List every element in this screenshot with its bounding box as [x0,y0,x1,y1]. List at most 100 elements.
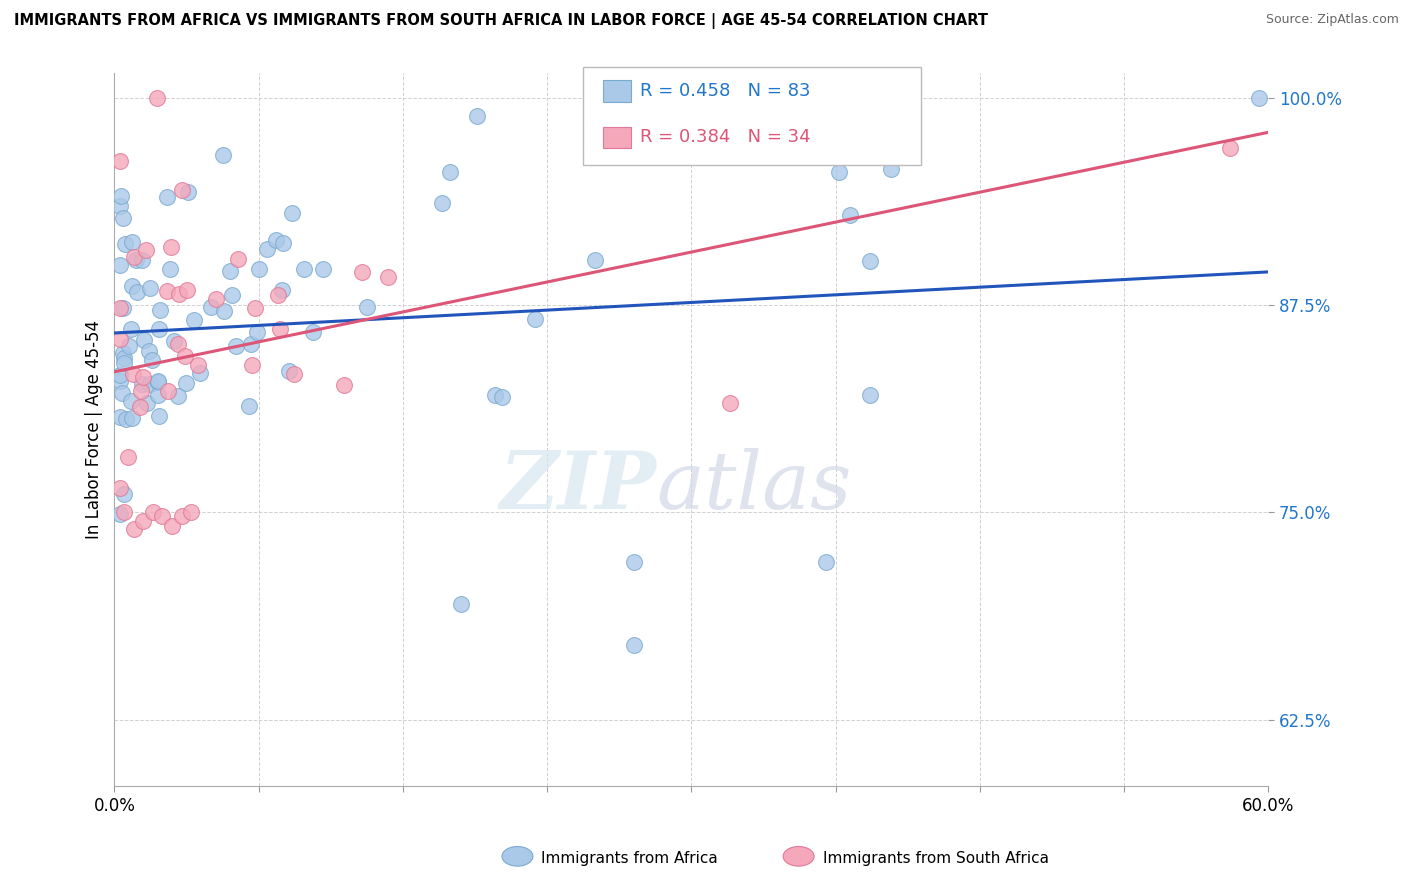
Point [166,388,188,402]
Point [108,410,131,425]
Point [112,506,135,520]
Point [302,325,325,339]
Point [108,374,131,388]
Point [859,253,882,268]
Point [121,235,143,249]
Point [115,412,138,426]
Point [110,189,132,203]
Point [160,240,183,254]
Point [271,283,294,297]
Point [814,555,837,569]
Point [211,148,233,162]
Point [212,303,235,318]
Text: R = 0.384   N = 34: R = 0.384 N = 34 [640,128,810,146]
Point [247,262,270,277]
Point [125,285,148,299]
Text: atlas: atlas [657,448,852,525]
Point [1247,91,1270,105]
Point [148,374,170,388]
Point [121,279,143,293]
Point [120,393,142,408]
Point [269,322,291,336]
Point [205,292,228,306]
Point [131,377,153,392]
Point [139,376,162,391]
Point [131,252,153,267]
Point [167,286,190,301]
Point [118,339,141,353]
Point [170,183,193,197]
Point [583,252,606,267]
Point [180,506,202,520]
Point [218,264,240,278]
Point [1219,140,1241,154]
Point [142,506,165,520]
Point [225,339,247,353]
Point [148,409,170,423]
Point [828,165,851,179]
Point [111,385,134,400]
Point [108,153,131,168]
Point [138,281,160,295]
Point [162,334,184,349]
Point [160,518,183,533]
Text: Source: ZipAtlas.com: Source: ZipAtlas.com [1265,13,1399,27]
Point [623,555,645,569]
Point [312,261,335,276]
Point [167,337,190,351]
Point [148,322,170,336]
Point [129,384,152,398]
Point [114,236,136,251]
Text: R = 0.458   N = 83: R = 0.458 N = 83 [640,82,810,100]
Point [246,325,269,339]
Point [146,90,169,104]
Point [267,287,290,301]
Point [183,313,205,327]
Point [108,332,131,346]
Point [454,39,477,54]
Point [117,450,139,464]
Y-axis label: In Labor Force | Age 45-54: In Labor Force | Age 45-54 [86,320,103,539]
Point [200,300,222,314]
Point [243,301,266,315]
Point [112,351,135,365]
Point [718,395,741,409]
Point [122,250,145,264]
Point [430,196,453,211]
Point [125,253,148,268]
Point [356,301,378,315]
Text: IMMIGRANTS FROM AFRICA VS IMMIGRANTS FROM SOUTH AFRICA IN LABOR FORCE | AGE 45-5: IMMIGRANTS FROM AFRICA VS IMMIGRANTS FRO… [14,13,988,29]
Point [377,270,399,285]
Point [112,211,135,226]
Point [333,378,356,392]
Point [484,387,506,401]
Point [108,301,131,315]
Point [465,109,488,123]
Point [880,161,903,176]
Point [156,284,179,298]
Point [283,367,305,381]
Point [121,411,143,425]
Text: Immigrants from Africa: Immigrants from Africa [541,851,718,865]
Point [121,367,143,381]
Point [152,508,174,523]
Point [271,235,294,250]
Point [838,207,860,221]
Point [132,370,155,384]
Point [450,597,472,611]
Point [277,364,299,378]
Point [280,206,302,220]
Point [266,233,288,247]
Point [111,345,134,359]
Point [108,507,131,521]
Point [108,481,131,495]
Point [859,388,882,402]
Point [108,368,131,382]
Point [129,400,152,414]
Text: ZIP: ZIP [501,448,657,525]
Point [523,312,546,326]
Point [148,388,170,402]
Point [112,487,135,501]
Point [141,353,163,368]
Point [156,190,179,204]
